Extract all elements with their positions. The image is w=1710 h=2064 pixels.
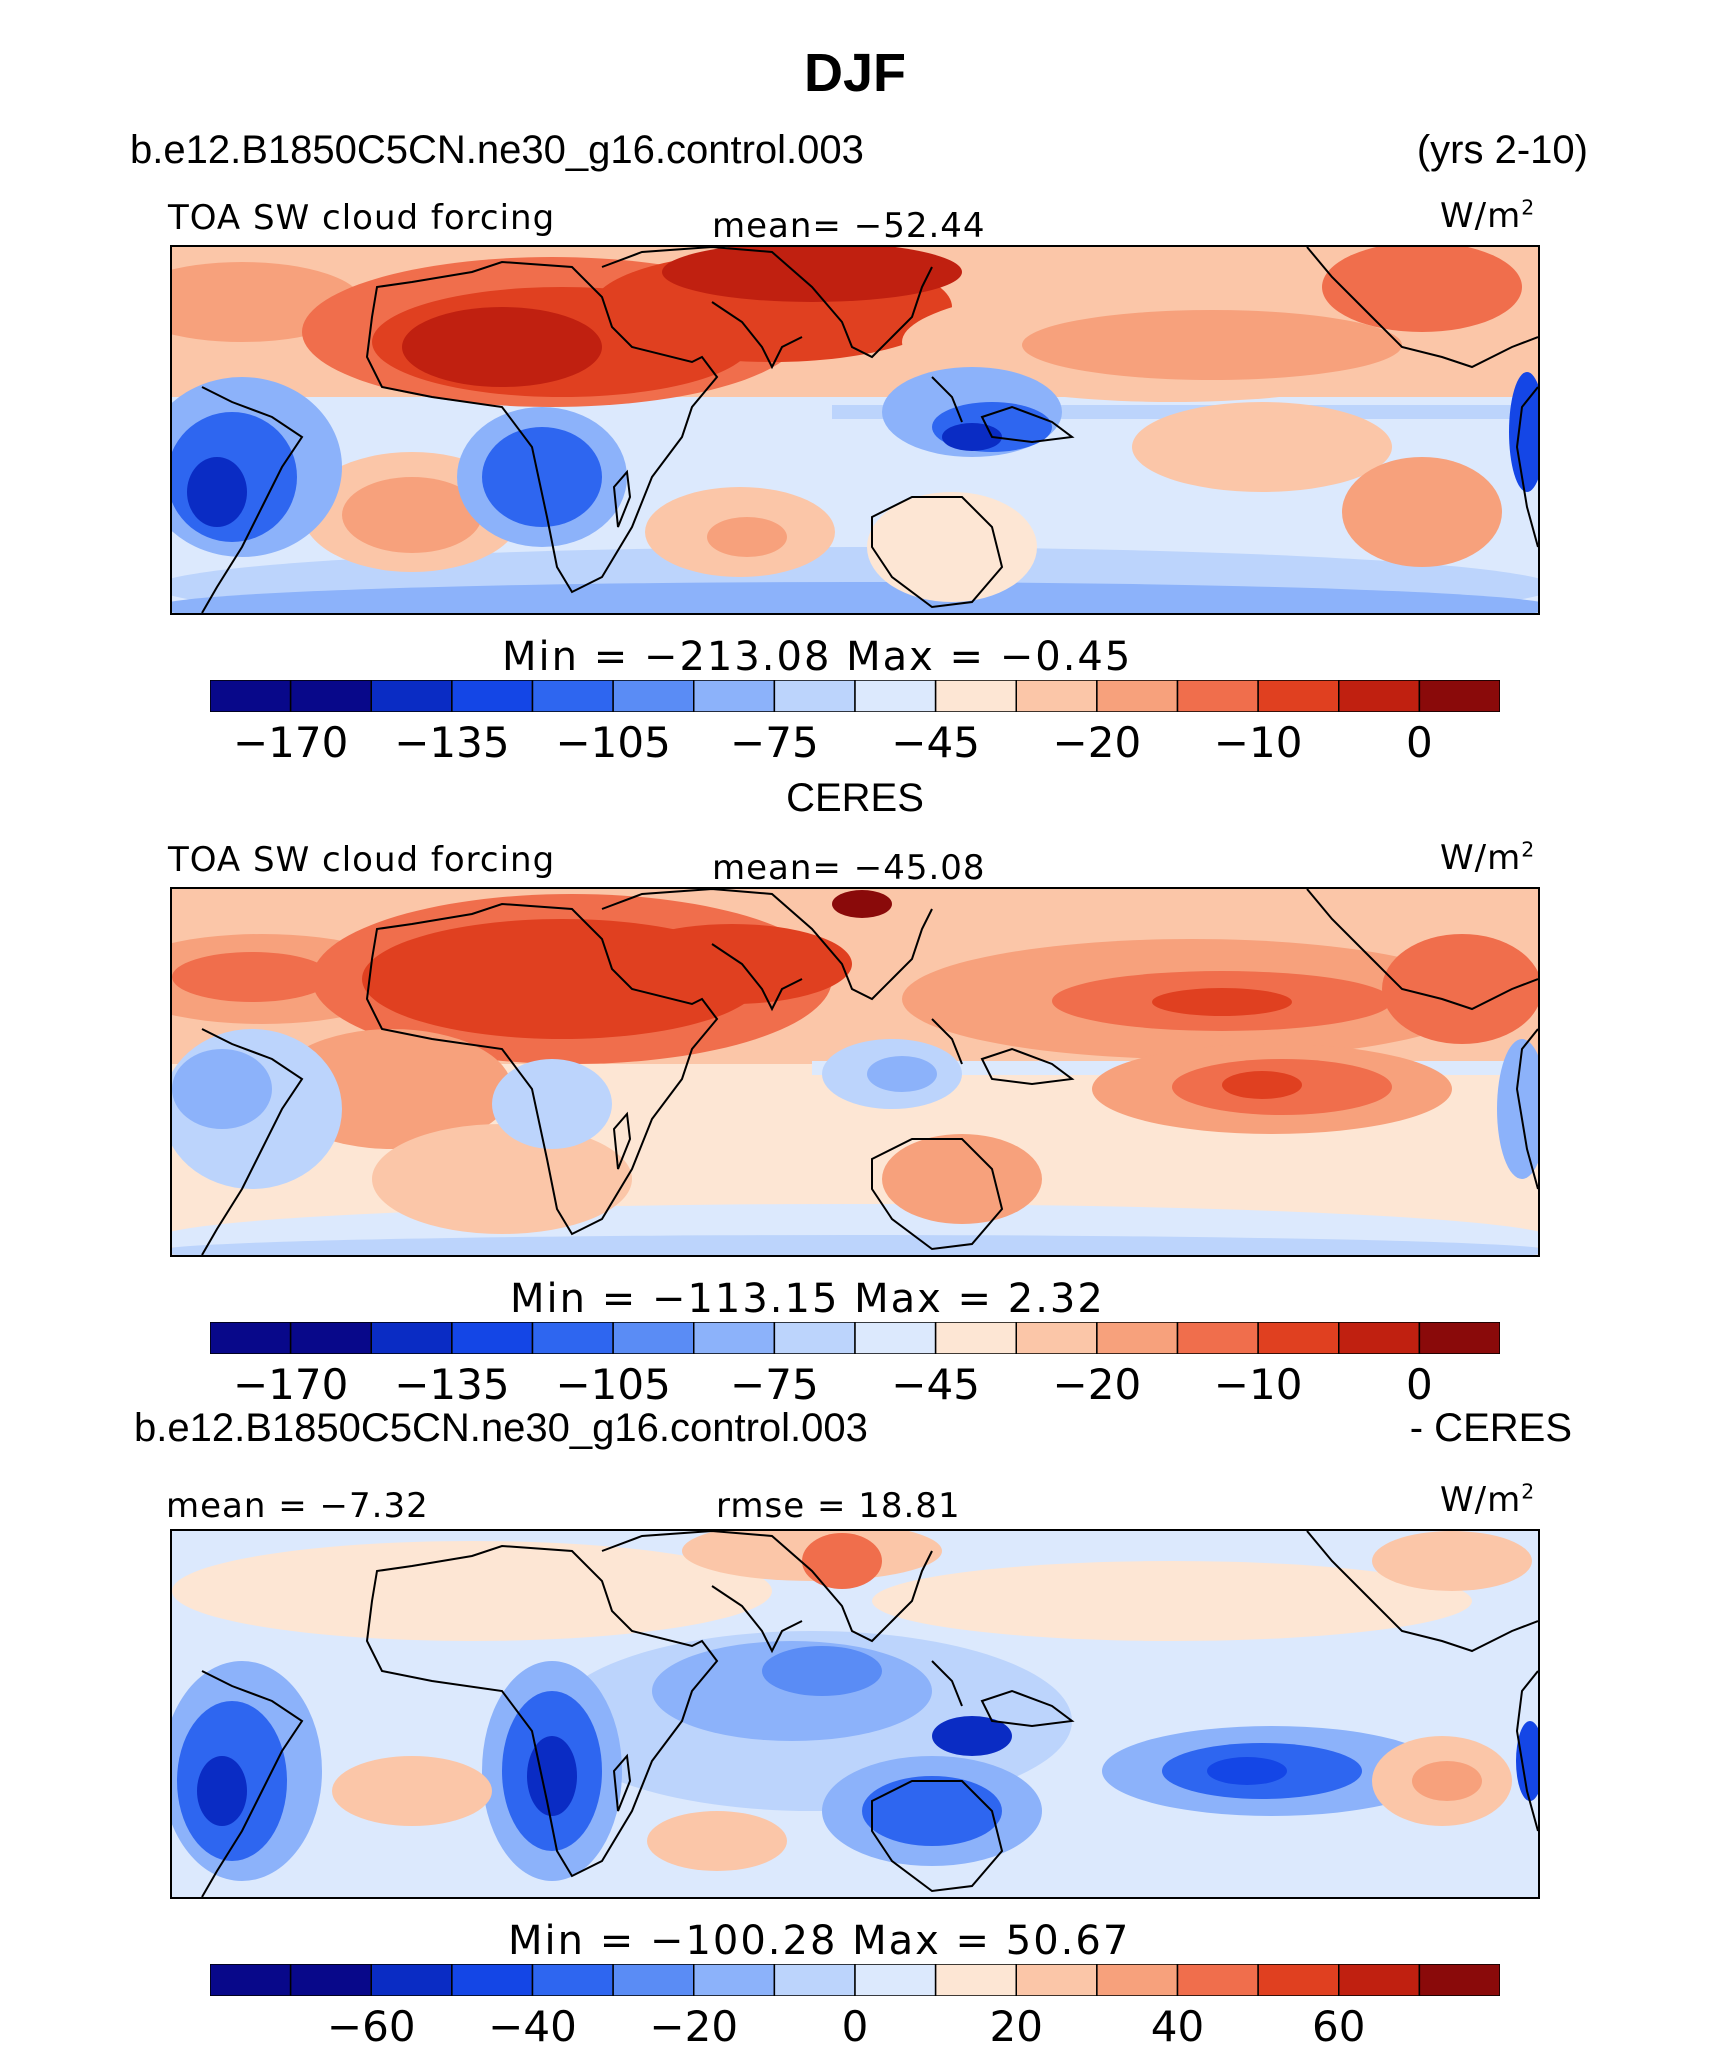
- panel3-map: [170, 1529, 1540, 1899]
- colorbar-box: [854, 1964, 937, 1996]
- colorbar-box: [693, 1964, 776, 1996]
- colorbar-tick-label: −10: [1213, 718, 1303, 767]
- panel2-colorbar: [210, 1322, 1500, 1354]
- panel2-colorbar-boxes: [210, 1322, 1500, 1354]
- colorbar-box: [1338, 1964, 1421, 1996]
- panel2-minmax: Min = −113.15 Max = 2.32: [510, 1276, 1105, 1322]
- colorbar-box: [1015, 1322, 1098, 1354]
- colorbar-box: [1015, 1964, 1098, 1996]
- colorbar-tick-label: −75: [730, 718, 819, 767]
- colorbar-box: [1338, 680, 1421, 712]
- colorbar-box: [693, 1322, 776, 1354]
- colorbar-box: [531, 1964, 614, 1996]
- colorbar-tick-label: −45: [891, 718, 980, 767]
- colorbar-box: [612, 1322, 695, 1354]
- colorbar-box: [934, 1322, 1018, 1354]
- colorbar-box: [1096, 680, 1179, 712]
- colorbar-tick-label: 60: [1312, 2002, 1366, 2051]
- colorbar-box: [1176, 1964, 1259, 1996]
- colorbar-tick-label: 0: [1406, 1360, 1433, 1409]
- colorbar-box: [612, 1964, 695, 1996]
- colorbar-tick-label: 0: [841, 2002, 869, 2051]
- panel3-rmse-label: rmse = 18.81: [716, 1486, 961, 1526]
- colorbar-box: [210, 1322, 292, 1354]
- colorbar-tick-label: −75: [730, 1360, 819, 1409]
- colorbar-box: [612, 680, 695, 712]
- colorbar-box: [370, 1322, 453, 1354]
- panel3-colorbar-boxes: [210, 1964, 1500, 1996]
- colorbar-box: [693, 680, 776, 712]
- colorbar-box: [854, 1322, 937, 1354]
- panel1-mean-label: mean= −52.44: [712, 206, 986, 246]
- colorbar-tick-label: −135: [394, 718, 510, 767]
- colorbar-box: [370, 1964, 453, 1996]
- colorbar-tick-label: −20: [1052, 718, 1142, 767]
- colorbar-box: [773, 680, 856, 712]
- panel1-colorbar: [210, 680, 1500, 712]
- panel1-map: [170, 245, 1540, 615]
- panel3-heading-right: - CERES: [1409, 1406, 1572, 1450]
- colorbar-box: [210, 1964, 292, 1996]
- colorbar-tick-label: −40: [488, 2002, 577, 2051]
- colorbar-box: [531, 680, 614, 712]
- colorbar-box: [773, 1322, 856, 1354]
- colorbar-tick-label: −20: [1052, 1360, 1142, 1409]
- colorbar-box: [1257, 680, 1340, 712]
- colorbar-tick-label: 0: [1406, 718, 1433, 767]
- colorbar-box: [451, 1322, 534, 1354]
- colorbar-tick-label: 20: [989, 2002, 1043, 2051]
- panel2-variable-label: TOA SW cloud forcing: [168, 840, 556, 880]
- colorbar-tick-label: −20: [649, 2002, 739, 2051]
- colorbar-box: [210, 680, 292, 712]
- colorbar-box: [1338, 1322, 1421, 1354]
- colorbar-box: [1176, 680, 1259, 712]
- panel3-minmax: Min = −100.28 Max = 50.67: [508, 1918, 1131, 1964]
- colorbar-box: [1257, 1322, 1340, 1354]
- colorbar-box: [289, 1322, 373, 1354]
- colorbar-tick-label: 40: [1150, 2002, 1205, 2051]
- panel2-mean-label: mean= −45.08: [712, 848, 986, 888]
- colorbar-box: [1176, 1322, 1259, 1354]
- panel1-colorbar-boxes: [210, 680, 1500, 712]
- panel3-units: W/m2: [1440, 1479, 1536, 1520]
- panel1-units: W/m2: [1440, 195, 1536, 236]
- colorbar-box: [451, 1964, 534, 1996]
- panel3-colorbar: [210, 1964, 1500, 1996]
- colorbar-tick-label: −105: [555, 718, 671, 767]
- colorbar-box: [1015, 680, 1098, 712]
- colorbar-tick-label: −170: [232, 718, 349, 767]
- panel3-mean-label: mean = −7.32: [166, 1486, 429, 1526]
- panel2-heading: CERES: [786, 776, 924, 820]
- colorbar-tick-label: −60: [326, 2002, 416, 2051]
- colorbar-box: [1418, 1964, 1500, 1996]
- panel1-variable-label: TOA SW cloud forcing: [168, 198, 556, 238]
- colorbar-box: [451, 680, 534, 712]
- colorbar-box: [289, 1964, 373, 1996]
- colorbar-tick-label: −170: [232, 1360, 349, 1409]
- colorbar-box: [1418, 1322, 1500, 1354]
- colorbar-tick-label: −135: [394, 1360, 510, 1409]
- colorbar-box: [289, 680, 373, 712]
- panel2-units: W/m2: [1440, 837, 1536, 878]
- figure-title: DJF: [803, 43, 906, 103]
- colorbar-box: [1096, 1964, 1179, 1996]
- panel2-map: [170, 887, 1540, 1257]
- case-name: b.e12.B1850C5CN.ne30_g16.control.003: [130, 128, 864, 172]
- colorbar-box: [1257, 1964, 1340, 1996]
- panel1-minmax: Min = −213.08 Max = −0.45: [502, 634, 1133, 680]
- colorbar-box: [854, 680, 937, 712]
- colorbar-box: [934, 680, 1018, 712]
- years-label: (yrs 2-10): [1416, 128, 1588, 172]
- colorbar-box: [370, 680, 453, 712]
- colorbar-box: [773, 1964, 856, 1996]
- colorbar-box: [531, 1322, 614, 1354]
- colorbar-box: [1096, 1322, 1179, 1354]
- panel3-heading-left: b.e12.B1850C5CN.ne30_g16.control.003: [134, 1406, 868, 1450]
- colorbar-tick-label: −10: [1213, 1360, 1303, 1409]
- colorbar-tick-label: −105: [555, 1360, 671, 1409]
- colorbar-tick-label: −45: [891, 1360, 980, 1409]
- colorbar-box: [1418, 680, 1500, 712]
- colorbar-box: [934, 1964, 1018, 1996]
